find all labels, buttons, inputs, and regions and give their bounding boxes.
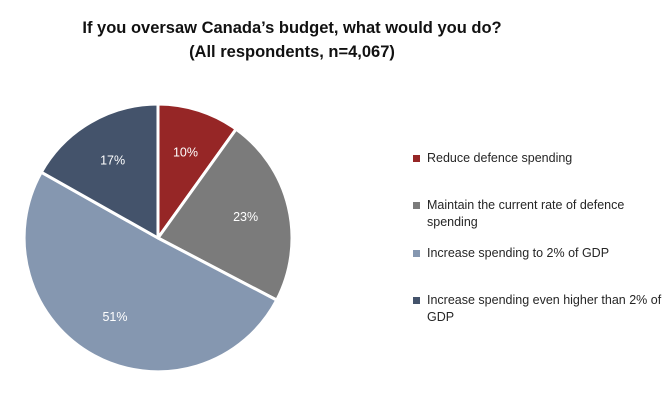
legend-swatch: [413, 250, 420, 257]
legend-swatch: [413, 155, 420, 162]
legend-item-increase-2pct: Increase spending to 2% of GDP: [413, 245, 663, 262]
chart-title: If you oversaw Canada’s budget, what wou…: [0, 16, 584, 64]
chart-title-line-1: If you oversaw Canada’s budget, what wou…: [82, 19, 502, 37]
pie-slice-0: [156, 102, 238, 240]
chart-subtitle: (All respondents, n=4,067): [189, 43, 395, 61]
pie-data-label-0: 10%: [173, 145, 198, 159]
pie-slices: [22, 102, 294, 374]
legend-label: Increase spending even higher than 2% of…: [427, 293, 662, 324]
pie-slice-2: [22, 170, 279, 374]
legend-item-increase-higher: Increase spending even higher than 2% of…: [413, 292, 663, 326]
pie-data-label-1: 23%: [233, 210, 258, 224]
legend-item-reduce-defence: Reduce defence spending: [413, 150, 663, 167]
pie-data-labels: 10% 23% 51% 17%: [100, 145, 258, 324]
pie-data-label-2: 51%: [102, 310, 127, 324]
legend-swatch: [413, 297, 420, 304]
legend-label: Increase spending to 2% of GDP: [427, 246, 610, 260]
legend-item-maintain-rate: Maintain the current rate of defence spe…: [413, 197, 663, 231]
legend-swatch: [413, 202, 420, 209]
pie-slice-3: [39, 102, 160, 240]
pie-slice-1: [156, 127, 294, 302]
legend-label: Maintain the current rate of defence spe…: [427, 198, 625, 229]
pie-data-label-3: 17%: [100, 153, 125, 167]
legend-label: Reduce defence spending: [427, 151, 573, 165]
